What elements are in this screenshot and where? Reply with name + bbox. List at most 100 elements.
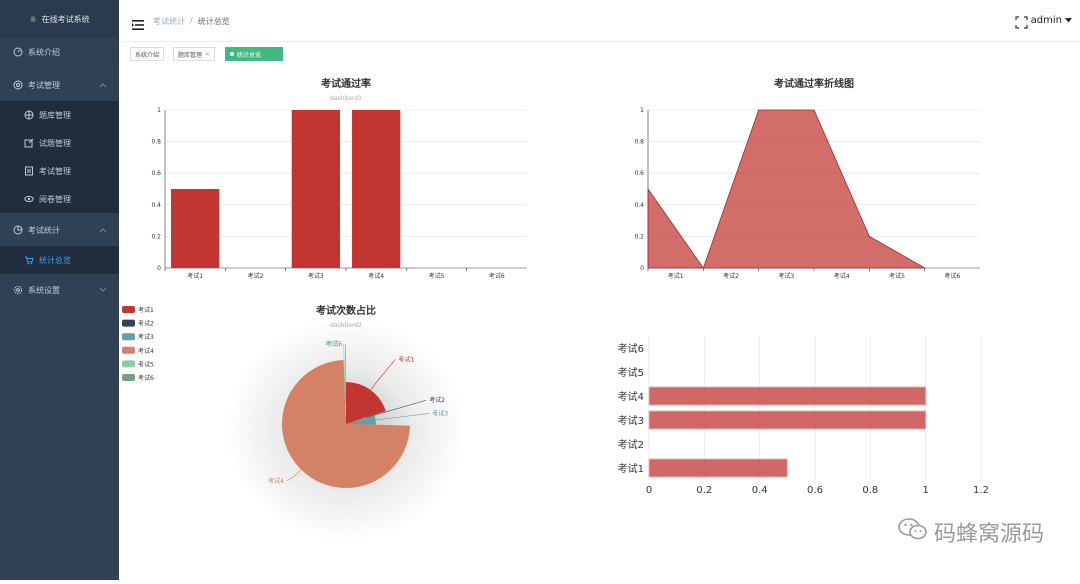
legend-label: 考试6	[138, 374, 154, 382]
sidebar-item-label: 题库管理	[39, 110, 71, 121]
cart-icon	[24, 255, 34, 265]
sidebar-item-intro[interactable]: 系统介绍	[0, 38, 119, 66]
x-tick-label: 考试2	[248, 272, 264, 280]
x-tick-label: 考试3	[308, 272, 324, 280]
x-tick-label: 考试6	[489, 272, 505, 280]
legend-swatch	[122, 333, 135, 340]
tag-label: 统计总览	[237, 50, 261, 59]
chevron-down-icon	[99, 286, 107, 295]
breadcrumb-current: 统计总览	[198, 16, 230, 27]
x-tick-label: 0	[646, 485, 652, 496]
sidebar-item-exam-stats[interactable]: 考试统计	[0, 216, 119, 244]
tag-label: 题库管理	[178, 50, 202, 59]
document-icon	[24, 166, 34, 176]
y-tick-label: 考试3	[618, 414, 644, 427]
chevron-up-icon	[99, 226, 107, 235]
legend-swatch	[122, 306, 135, 313]
fullscreen-icon[interactable]	[1015, 14, 1028, 33]
pie-label: 考试4	[268, 477, 284, 485]
pie-label: 考试3	[432, 409, 448, 417]
x-tick-label: 考试1	[668, 272, 684, 280]
sidebar-item-label: 考试管理	[28, 80, 60, 91]
user-menu[interactable]: admin	[1031, 15, 1072, 26]
edit-icon	[24, 138, 34, 148]
sidebar-item-question-bank[interactable]: 题库管理	[0, 101, 119, 129]
legend-swatch	[122, 347, 135, 354]
sidebar-item-label: 试题管理	[39, 138, 71, 149]
x-tick-label: 考试4	[368, 272, 384, 280]
tag-question-bank[interactable]: 题库管理 ×	[173, 47, 215, 61]
wechat-icon	[898, 517, 928, 547]
x-tick-label: 考试6	[944, 272, 960, 280]
pie-label: 考试2	[429, 396, 445, 404]
x-tick-label: 考试2	[723, 272, 739, 280]
y-tick-label: 0.6	[151, 170, 161, 177]
y-tick-label: 1	[157, 107, 161, 114]
sidebar-item-exams[interactable]: 考试管理	[0, 157, 119, 185]
sidebar-item-grading[interactable]: 阅卷管理	[0, 185, 119, 213]
y-tick-label: 0.8	[151, 139, 161, 146]
tags-view: 系统介绍 题库管理 × 统计总览	[119, 42, 1080, 66]
x-tick-label: 考试3	[778, 272, 794, 280]
y-tick-label: 0.8	[634, 139, 644, 146]
pie-chart-icon	[13, 225, 23, 235]
data-point	[869, 236, 870, 237]
bar	[649, 387, 926, 405]
sidebar-item-overview[interactable]: 统计总览	[0, 246, 119, 274]
x-tick-label: 1	[922, 485, 928, 496]
dashboard-icon	[13, 47, 23, 57]
y-tick-label: 0	[640, 265, 644, 272]
bar	[649, 459, 787, 477]
sidebar-item-label: 考试管理	[39, 166, 71, 177]
sidebar-item-label: 系统介绍	[28, 47, 60, 58]
area-series	[648, 110, 925, 268]
chart-title: 考试通过率	[321, 77, 371, 90]
legend-label: 考试1	[138, 306, 154, 314]
eye-icon	[24, 194, 34, 204]
y-tick-label: 0.2	[634, 233, 644, 240]
hamburger-icon[interactable]	[132, 15, 144, 34]
data-point	[813, 109, 814, 110]
bar	[171, 189, 219, 268]
caret-down-icon	[1065, 15, 1072, 26]
sidebar-item-label: 阅卷管理	[39, 194, 71, 205]
breadcrumb-item[interactable]: 考试统计	[153, 16, 185, 27]
y-tick-label: 0.4	[151, 202, 161, 209]
legend-label: 考试4	[138, 347, 154, 355]
x-tick-label: 考试5	[429, 272, 445, 280]
x-tick-label: 0.6	[807, 485, 823, 496]
legend-swatch	[122, 360, 135, 367]
x-tick-label: 1.2	[973, 485, 989, 496]
tag-overview[interactable]: 统计总览	[225, 47, 283, 61]
data-point	[703, 267, 704, 268]
chart-title: 考试通过率折线图	[774, 77, 854, 90]
app-logo[interactable]: ☼ 在线考试系统	[0, 0, 119, 38]
breadcrumb: 考试统计 / 统计总览	[153, 16, 230, 27]
pie-label: 考试6	[326, 340, 342, 348]
sidebar: ☼ 在线考试系统 系统介绍 考试管理 题库管理 试题管理 考试管理 阅卷管理 考…	[0, 0, 119, 580]
breadcrumb-separator: /	[190, 16, 193, 27]
settings-icon	[13, 80, 23, 90]
tag-intro[interactable]: 系统介绍	[130, 47, 164, 61]
y-tick-label: 0.2	[151, 233, 161, 240]
x-tick-label: 0.2	[696, 485, 712, 496]
chart-subtitle: dashbord2	[330, 322, 362, 329]
x-tick-label: 0.4	[752, 485, 768, 496]
sidebar-item-exam-manage[interactable]: 考试管理	[0, 71, 119, 99]
gear-icon	[13, 285, 23, 295]
y-tick-label: 0	[157, 265, 161, 272]
sidebar-item-label: 考试统计	[28, 225, 60, 236]
sidebar-item-settings[interactable]: 系统设置	[0, 276, 119, 304]
y-tick-label: 0.6	[634, 170, 644, 177]
active-dot	[230, 52, 234, 56]
x-tick-label: 考试4	[834, 272, 850, 280]
bar	[649, 411, 926, 429]
data-point	[924, 267, 925, 268]
close-icon[interactable]: ×	[205, 51, 210, 58]
data-point	[647, 188, 648, 189]
sidebar-item-questions[interactable]: 试题管理	[0, 129, 119, 157]
sidebar-item-label: 系统设置	[28, 285, 60, 296]
username: admin	[1031, 15, 1062, 26]
legend-label: 考试5	[138, 360, 154, 368]
